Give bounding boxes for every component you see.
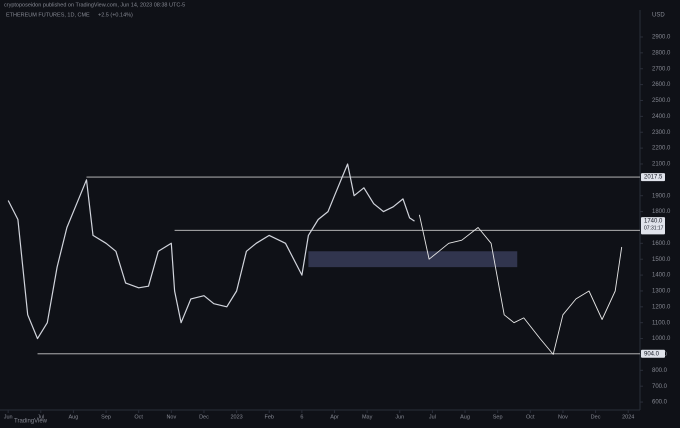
instrument-title: ETHEREUM FUTURES, 1D, CME	[6, 12, 90, 18]
series-line	[7, 163, 415, 340]
y-tick-label: 800.0	[652, 368, 668, 374]
zone	[308, 251, 518, 268]
x-tick-label: Nov	[166, 414, 176, 420]
x-tick-label: Nov	[558, 414, 568, 420]
x-tick-label: Jun	[395, 414, 404, 420]
y-tick-label: 1900.0	[652, 193, 671, 199]
y-tick-label: 1600.0	[652, 241, 671, 247]
countdown: 07:31:17	[644, 225, 664, 231]
x-tick-label: Aug	[69, 414, 79, 420]
y-tick-label: 2400.0	[652, 114, 671, 120]
x-tick-label: Jul	[37, 414, 44, 420]
x-tick-label: Apr	[330, 414, 339, 420]
y-tick-label: 2300.0	[652, 130, 671, 136]
y-tick-label: 1100.0	[652, 320, 671, 326]
x-tick-label: 6	[300, 414, 303, 420]
y-tick-label: 2600.0	[652, 82, 671, 88]
y-tick-label: 2900.0	[652, 35, 671, 41]
x-tick-label: Dec	[591, 414, 601, 420]
series-line	[418, 214, 623, 355]
y-tick-label: 2700.0	[652, 66, 671, 72]
last-price-tag	[641, 217, 665, 233]
y-tick-label: 2200.0	[652, 146, 671, 152]
y-tick-label: 2500.0	[652, 98, 671, 104]
brand: TradingView	[14, 419, 48, 425]
x-tick-label: Dec	[199, 414, 209, 420]
level-tag	[641, 173, 665, 182]
x-tick-label: May	[362, 414, 373, 420]
x-tick-label: Jun	[4, 414, 13, 420]
y-tick-label: 2100.0	[652, 162, 671, 168]
change: +2.5 (+0.14%)	[98, 12, 133, 18]
y-tick-label: 1000.0	[652, 336, 671, 342]
x-tick-label: Oct	[526, 414, 535, 420]
level-tag	[641, 349, 665, 358]
x-tick-label: Feb	[264, 414, 273, 420]
y-tick-label: 1200.0	[652, 304, 671, 310]
y-tick-label: 1300.0	[652, 289, 671, 295]
last-price-label: 1740.0	[644, 219, 663, 225]
y-tick-label: 2800.0	[652, 50, 671, 56]
x-tick-label: Jul	[429, 414, 436, 420]
y-tick-label: 1800.0	[652, 209, 671, 215]
header: cryptoposeidon published on TradingView.…	[4, 2, 185, 8]
level-label: 2017.5	[644, 175, 663, 181]
y-tick-label: 1500.0	[652, 257, 671, 263]
level-label: 904.0	[644, 351, 660, 357]
x-tick-label: 2023	[230, 414, 242, 420]
x-tick-label: Aug	[460, 414, 470, 420]
y-tick-label: 600.0	[652, 400, 668, 406]
x-tick-label: Sep	[493, 414, 503, 420]
currency: USD	[652, 13, 665, 19]
x-tick-label: 2024	[622, 414, 634, 420]
x-tick-label: Sep	[101, 414, 111, 420]
y-tick-label: 1400.0	[652, 273, 671, 279]
y-tick-label: 700.0	[652, 384, 668, 390]
x-tick-label: Oct	[134, 414, 143, 420]
